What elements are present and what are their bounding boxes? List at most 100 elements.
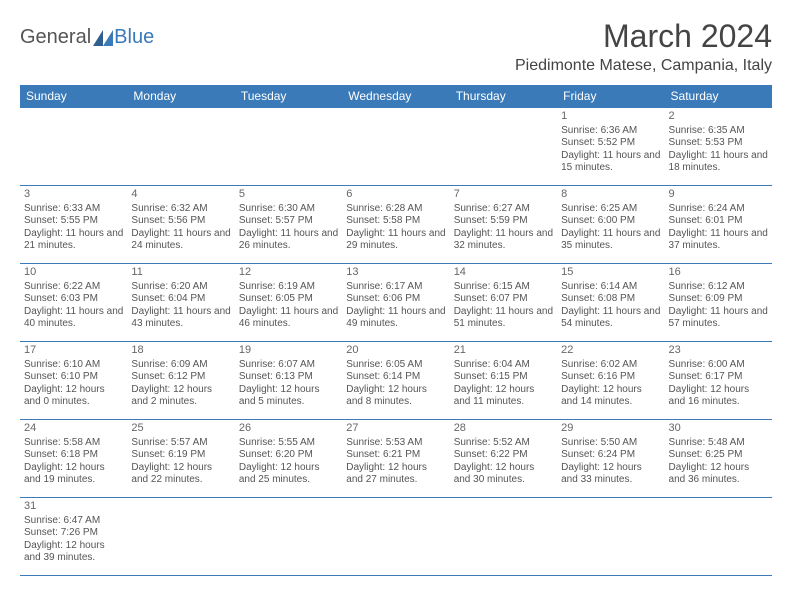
daylight-text: Daylight: 11 hours and 54 minutes. [561, 306, 660, 331]
day-info: Sunrise: 6:14 AMSunset: 6:08 PMDaylight:… [561, 281, 660, 331]
daylight-text: Daylight: 11 hours and 18 minutes. [669, 150, 768, 175]
calendar-cell [127, 498, 234, 576]
sunrise-text: Sunrise: 6:15 AM [454, 281, 553, 294]
calendar-cell [450, 498, 557, 576]
calendar-cell: 4Sunrise: 6:32 AMSunset: 5:56 PMDaylight… [127, 186, 234, 264]
calendar-cell: 13Sunrise: 6:17 AMSunset: 6:06 PMDayligh… [342, 264, 449, 342]
sunset-text: Sunset: 6:24 PM [561, 449, 660, 462]
calendar-cell [342, 498, 449, 576]
daylight-text: Daylight: 12 hours and 36 minutes. [669, 462, 768, 487]
day-info: Sunrise: 5:58 AMSunset: 6:18 PMDaylight:… [24, 437, 123, 487]
day-number: 5 [239, 188, 338, 202]
day-info: Sunrise: 6:17 AMSunset: 6:06 PMDaylight:… [346, 281, 445, 331]
daylight-text: Daylight: 12 hours and 14 minutes. [561, 384, 660, 409]
day-number: 15 [561, 266, 660, 280]
daylight-text: Daylight: 11 hours and 32 minutes. [454, 228, 553, 253]
sunrise-text: Sunrise: 6:00 AM [669, 359, 768, 372]
calendar-cell: 9Sunrise: 6:24 AMSunset: 6:01 PMDaylight… [665, 186, 772, 264]
sunset-text: Sunset: 5:52 PM [561, 137, 660, 150]
calendar-row: 3Sunrise: 6:33 AMSunset: 5:55 PMDaylight… [20, 186, 772, 264]
sunrise-text: Sunrise: 5:57 AM [131, 437, 230, 450]
daylight-text: Daylight: 12 hours and 8 minutes. [346, 384, 445, 409]
day-number: 1 [561, 110, 660, 124]
calendar-cell: 12Sunrise: 6:19 AMSunset: 6:05 PMDayligh… [235, 264, 342, 342]
sunrise-text: Sunrise: 6:25 AM [561, 203, 660, 216]
sunset-text: Sunset: 5:57 PM [239, 215, 338, 228]
day-number: 10 [24, 266, 123, 280]
sunset-text: Sunset: 6:22 PM [454, 449, 553, 462]
day-info: Sunrise: 5:48 AMSunset: 6:25 PMDaylight:… [669, 437, 768, 487]
sunset-text: Sunset: 6:06 PM [346, 293, 445, 306]
calendar-cell: 21Sunrise: 6:04 AMSunset: 6:15 PMDayligh… [450, 342, 557, 420]
sunrise-text: Sunrise: 6:12 AM [669, 281, 768, 294]
calendar-cell: 17Sunrise: 6:10 AMSunset: 6:10 PMDayligh… [20, 342, 127, 420]
calendar-cell: 16Sunrise: 6:12 AMSunset: 6:09 PMDayligh… [665, 264, 772, 342]
calendar-cell: 11Sunrise: 6:20 AMSunset: 6:04 PMDayligh… [127, 264, 234, 342]
daylight-text: Daylight: 12 hours and 33 minutes. [561, 462, 660, 487]
day-number: 6 [346, 188, 445, 202]
calendar-row: 17Sunrise: 6:10 AMSunset: 6:10 PMDayligh… [20, 342, 772, 420]
day-number: 31 [24, 500, 123, 514]
calendar-cell: 3Sunrise: 6:33 AMSunset: 5:55 PMDaylight… [20, 186, 127, 264]
day-number: 25 [131, 422, 230, 436]
sunset-text: Sunset: 6:18 PM [24, 449, 123, 462]
sunset-text: Sunset: 5:53 PM [669, 137, 768, 150]
day-info: Sunrise: 6:30 AMSunset: 5:57 PMDaylight:… [239, 203, 338, 253]
weekday-header: Saturday [665, 85, 772, 108]
calendar-cell: 27Sunrise: 5:53 AMSunset: 6:21 PMDayligh… [342, 420, 449, 498]
daylight-text: Daylight: 12 hours and 22 minutes. [131, 462, 230, 487]
calendar-cell [20, 108, 127, 186]
day-info: Sunrise: 6:05 AMSunset: 6:14 PMDaylight:… [346, 359, 445, 409]
daylight-text: Daylight: 12 hours and 25 minutes. [239, 462, 338, 487]
weekday-header-row: Sunday Monday Tuesday Wednesday Thursday… [20, 85, 772, 108]
calendar-row: 31Sunrise: 6:47 AMSunset: 7:26 PMDayligh… [20, 498, 772, 576]
sunrise-text: Sunrise: 6:07 AM [239, 359, 338, 372]
weekday-header: Monday [127, 85, 234, 108]
weekday-header: Thursday [450, 85, 557, 108]
sunrise-text: Sunrise: 6:04 AM [454, 359, 553, 372]
day-info: Sunrise: 6:07 AMSunset: 6:13 PMDaylight:… [239, 359, 338, 409]
logo-text-1: General [20, 26, 91, 49]
day-number: 24 [24, 422, 123, 436]
day-info: Sunrise: 6:04 AMSunset: 6:15 PMDaylight:… [454, 359, 553, 409]
sunrise-text: Sunrise: 6:32 AM [131, 203, 230, 216]
sunrise-text: Sunrise: 6:33 AM [24, 203, 123, 216]
sunrise-text: Sunrise: 5:58 AM [24, 437, 123, 450]
sunset-text: Sunset: 6:00 PM [561, 215, 660, 228]
day-info: Sunrise: 6:25 AMSunset: 6:00 PMDaylight:… [561, 203, 660, 253]
sunset-text: Sunset: 6:16 PM [561, 371, 660, 384]
calendar-cell: 2Sunrise: 6:35 AMSunset: 5:53 PMDaylight… [665, 108, 772, 186]
sunrise-text: Sunrise: 6:35 AM [669, 125, 768, 138]
sunrise-text: Sunrise: 5:48 AM [669, 437, 768, 450]
calendar-cell [665, 498, 772, 576]
day-number: 23 [669, 344, 768, 358]
calendar-cell: 1Sunrise: 6:36 AMSunset: 5:52 PMDaylight… [557, 108, 664, 186]
day-number: 7 [454, 188, 553, 202]
sunset-text: Sunset: 6:07 PM [454, 293, 553, 306]
daylight-text: Daylight: 12 hours and 16 minutes. [669, 384, 768, 409]
sunrise-text: Sunrise: 6:20 AM [131, 281, 230, 294]
calendar-cell: 5Sunrise: 6:30 AMSunset: 5:57 PMDaylight… [235, 186, 342, 264]
day-number: 16 [669, 266, 768, 280]
day-number: 9 [669, 188, 768, 202]
day-info: Sunrise: 6:00 AMSunset: 6:17 PMDaylight:… [669, 359, 768, 409]
sunrise-text: Sunrise: 6:47 AM [24, 515, 123, 528]
sunrise-text: Sunrise: 6:14 AM [561, 281, 660, 294]
daylight-text: Daylight: 12 hours and 2 minutes. [131, 384, 230, 409]
day-number: 8 [561, 188, 660, 202]
sunset-text: Sunset: 6:25 PM [669, 449, 768, 462]
sunset-text: Sunset: 6:05 PM [239, 293, 338, 306]
sunrise-text: Sunrise: 6:09 AM [131, 359, 230, 372]
logo-text-2: Blue [114, 26, 154, 49]
calendar-cell: 31Sunrise: 6:47 AMSunset: 7:26 PMDayligh… [20, 498, 127, 576]
calendar-cell: 29Sunrise: 5:50 AMSunset: 6:24 PMDayligh… [557, 420, 664, 498]
daylight-text: Daylight: 11 hours and 43 minutes. [131, 306, 230, 331]
daylight-text: Daylight: 12 hours and 19 minutes. [24, 462, 123, 487]
day-info: Sunrise: 5:52 AMSunset: 6:22 PMDaylight:… [454, 437, 553, 487]
calendar-cell: 20Sunrise: 6:05 AMSunset: 6:14 PMDayligh… [342, 342, 449, 420]
calendar-cell: 28Sunrise: 5:52 AMSunset: 6:22 PMDayligh… [450, 420, 557, 498]
calendar-cell: 30Sunrise: 5:48 AMSunset: 6:25 PMDayligh… [665, 420, 772, 498]
day-info: Sunrise: 6:27 AMSunset: 5:59 PMDaylight:… [454, 203, 553, 253]
daylight-text: Daylight: 12 hours and 5 minutes. [239, 384, 338, 409]
sunset-text: Sunset: 7:26 PM [24, 527, 123, 540]
